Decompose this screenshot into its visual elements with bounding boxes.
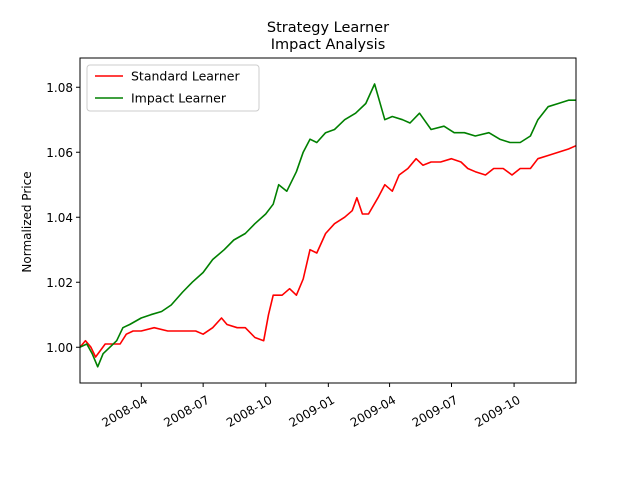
y-tick-label: 1.00 [46,341,73,355]
y-tick-label: 1.08 [46,81,73,95]
y-axis: 1.00 1.02 1.04 1.06 1.08 [46,81,80,355]
y-tick-label: 1.04 [46,211,73,225]
series-line-standard-learner [79,144,577,358]
series-layer [79,83,577,368]
legend-label-impact-learner: Impact Learner [131,91,227,106]
y-tick-label: 1.02 [46,276,73,290]
legend: Standard Learner Impact Learner [86,64,260,112]
legend-label-standard-learner: Standard Learner [131,69,240,84]
chart-title: Strategy Learner [267,20,389,36]
legend-box [86,64,260,112]
series-line-impact-learner [79,83,576,368]
y-tick-label: 1.06 [46,146,73,160]
y-axis-label: Normalized Price [20,171,34,272]
chart-subtitle: Impact Analysis [271,37,386,53]
